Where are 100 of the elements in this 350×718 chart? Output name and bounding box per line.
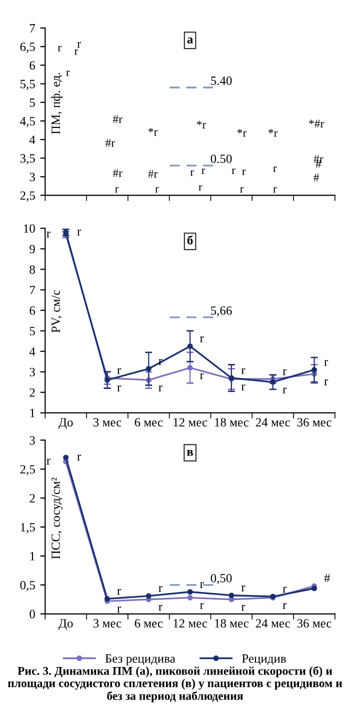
- y-axis-title: PV, см/с: [52, 290, 62, 333]
- annotation: r: [158, 604, 162, 611]
- annotation: r: [200, 603, 204, 610]
- x-tick-label: 18 мес: [215, 619, 249, 628]
- y-tick-label: 7: [30, 24, 36, 32]
- annotation: r: [273, 187, 277, 193]
- annotation: r: [200, 582, 204, 588]
- y-tick-label: 9: [30, 244, 35, 254]
- y-tick-label: 1: [30, 552, 35, 560]
- annotation: r: [241, 384, 246, 390]
- annotation: r: [158, 586, 162, 592]
- annotation: r: [46, 458, 50, 465]
- y-tick-label: 4: [29, 347, 36, 356]
- annotation: r: [158, 385, 162, 392]
- annotation: r: [117, 589, 122, 595]
- annotation: *r: [196, 120, 206, 129]
- y-tick-label: 3,5: [20, 154, 35, 164]
- annotation: r: [66, 70, 70, 76]
- y-tick-label: 7: [30, 286, 36, 294]
- x-tick-label: 36 мес: [297, 418, 332, 427]
- y-tick-label: 10: [24, 224, 35, 233]
- annotation: *r: [268, 129, 278, 137]
- annotation: r: [241, 604, 246, 611]
- annotation: *#r: [309, 120, 324, 128]
- y-tick-label: 3: [30, 172, 35, 182]
- annotation: #r: [105, 139, 115, 147]
- y-tick-label: 2,5: [20, 465, 35, 476]
- x-tick-label: До: [58, 418, 73, 430]
- y-tick-label: 5,5: [20, 80, 35, 90]
- y-axis-title: ПМ, пф. ед.: [51, 72, 63, 134]
- annotation: r: [200, 373, 204, 380]
- annotation: r: [58, 46, 62, 52]
- legend-label: Рецидив: [242, 654, 286, 666]
- x-tick-label: 18 мес: [215, 418, 249, 427]
- x-tick-label: До: [58, 619, 73, 630]
- annotation: r: [324, 379, 328, 386]
- chart-title: а: [187, 38, 193, 44]
- annotation: r: [324, 360, 328, 366]
- x-tick-label: 3 мес: [94, 418, 122, 427]
- y-tick-label: 3: [30, 436, 35, 445]
- annotation: r: [241, 586, 246, 592]
- annotation: r: [190, 170, 194, 176]
- annotation: r: [77, 230, 82, 236]
- annotation: *r: [148, 128, 158, 136]
- annotation: r: [282, 603, 287, 610]
- y-tick-label: 1,5: [20, 523, 35, 534]
- x-tick-label: 36 мес: [297, 619, 332, 628]
- y-tick-label: 3: [30, 368, 35, 376]
- y-tick-label: 0: [30, 610, 35, 618]
- annotation: #: [314, 174, 320, 182]
- y-tick-label: 6,5: [20, 42, 35, 53]
- y-tick-label: 8: [30, 265, 35, 274]
- annotation: r: [200, 336, 204, 342]
- annotation: #: [324, 574, 330, 582]
- ref-line-label: 5,66: [211, 306, 232, 317]
- x-tick-label: 24 мес: [256, 619, 290, 628]
- annotation: r: [77, 42, 81, 48]
- y-tick-label: 2,5: [20, 191, 35, 202]
- annotation: r: [241, 368, 246, 374]
- y-tick-label: 4,5: [20, 117, 35, 128]
- annotation: #r: [112, 115, 122, 124]
- annotation: r: [117, 606, 122, 612]
- x-tick-label: 6 мес: [134, 418, 163, 427]
- x-tick-label: 12 мес: [174, 418, 208, 427]
- y-tick-label: 4: [29, 136, 36, 144]
- annotation: r: [242, 169, 246, 176]
- annotation: 0.50: [210, 154, 232, 164]
- annotation: r: [117, 368, 122, 374]
- x-tick-label: 3 мес: [94, 619, 122, 628]
- y-tick-label: 2: [30, 494, 35, 502]
- annotation: r: [74, 49, 78, 55]
- ref-line-label: 0,50: [210, 574, 232, 584]
- annotation: #r: [148, 170, 158, 178]
- y-tick-label: 6: [30, 61, 36, 70]
- annotation: #r: [112, 169, 122, 177]
- y-tick-label: 5: [30, 326, 35, 336]
- annotation: r: [155, 187, 159, 193]
- x-tick-label: 24 мес: [256, 418, 290, 427]
- legend-label: Без рецидива: [105, 654, 176, 666]
- annotation: r: [232, 168, 236, 174]
- annotation: r: [115, 187, 119, 193]
- annotation: *r: [237, 129, 247, 137]
- annotation: r: [282, 369, 287, 376]
- text: Рис. 3. Динамика ПМ (а), пиковой линейной скорости (б) и площади сосудистого сплетения (в) у пациентов с рецидивом и без за период наблюдения: [8, 666, 342, 702]
- y-tick-label: 0,5: [20, 580, 35, 592]
- annotation: r: [273, 166, 277, 172]
- y-axis-title: ПСС, сосуд/см²: [52, 478, 63, 559]
- chart-title: б: [187, 235, 193, 244]
- x-tick-label: 6 мес: [134, 619, 163, 628]
- text: в: [187, 450, 194, 456]
- annotation: r: [282, 388, 287, 394]
- annotation: r: [202, 168, 206, 174]
- annotation: r: [77, 454, 82, 461]
- ref-line-label: 5.40: [211, 76, 232, 85]
- annotation: r: [117, 385, 122, 392]
- x-tick-label: 12 мес: [174, 619, 208, 628]
- annotation: r: [282, 586, 287, 593]
- annotation: r: [198, 185, 202, 191]
- annotation: r: [46, 232, 50, 238]
- y-tick-label: 1: [30, 408, 35, 418]
